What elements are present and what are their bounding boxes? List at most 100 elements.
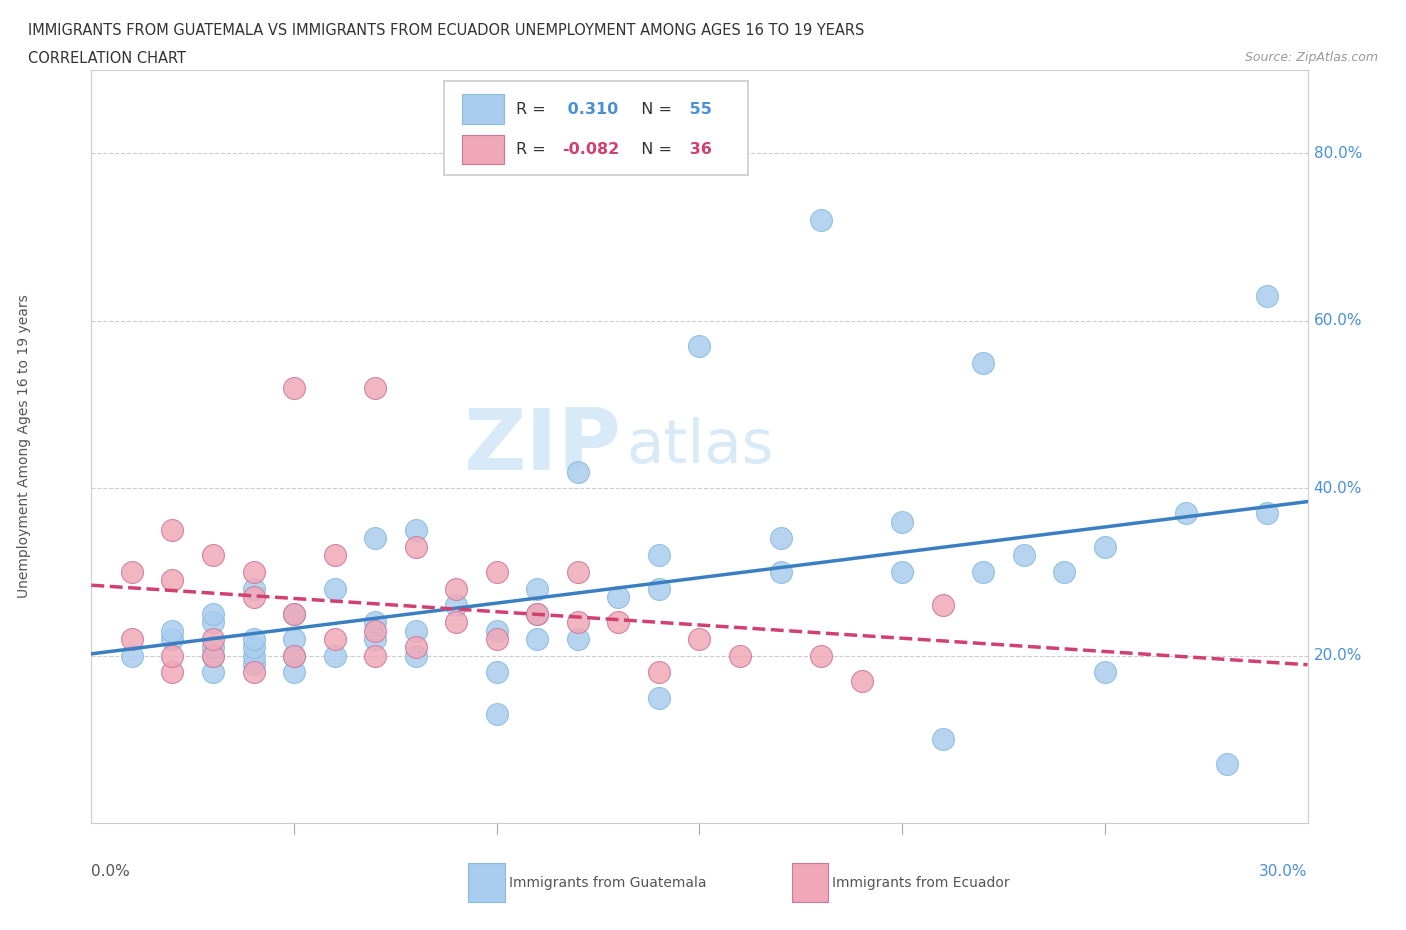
Point [728, 648, 751, 663]
Point [364, 631, 387, 646]
FancyBboxPatch shape [463, 94, 503, 124]
Point [242, 665, 264, 680]
Point [810, 213, 832, 228]
Point [242, 640, 264, 655]
Text: R =: R = [516, 142, 546, 157]
Point [202, 665, 225, 680]
Point [405, 523, 427, 538]
Point [810, 648, 832, 663]
Point [526, 631, 548, 646]
Point [283, 648, 305, 663]
Point [405, 539, 427, 554]
Point [972, 565, 994, 579]
Point [1053, 565, 1076, 579]
Point [202, 648, 225, 663]
Point [688, 339, 710, 353]
Point [202, 640, 225, 655]
Point [485, 707, 508, 722]
Point [202, 631, 225, 646]
FancyBboxPatch shape [444, 81, 748, 175]
Point [567, 631, 589, 646]
Point [242, 565, 264, 579]
Point [162, 648, 184, 663]
Point [283, 631, 305, 646]
Point [444, 615, 467, 630]
Point [162, 523, 184, 538]
Point [648, 690, 671, 705]
Text: 20.0%: 20.0% [1313, 648, 1362, 663]
Point [526, 581, 548, 596]
Point [1256, 506, 1278, 521]
Point [891, 514, 914, 529]
Point [648, 665, 671, 680]
Point [242, 657, 264, 671]
Text: 0.310: 0.310 [562, 101, 619, 116]
Point [242, 648, 264, 663]
Point [162, 631, 184, 646]
Point [688, 631, 710, 646]
Point [242, 590, 264, 604]
Point [648, 548, 671, 563]
Point [162, 573, 184, 588]
Point [567, 464, 589, 479]
Point [202, 606, 225, 621]
Text: atlas: atlas [627, 417, 775, 476]
Point [242, 581, 264, 596]
Text: 40.0%: 40.0% [1313, 481, 1362, 496]
Point [162, 623, 184, 638]
Point [1094, 539, 1116, 554]
Point [202, 615, 225, 630]
Point [1215, 757, 1237, 772]
Point [444, 598, 467, 613]
Point [405, 623, 427, 638]
Point [405, 640, 427, 655]
Point [1256, 288, 1278, 303]
Text: IMMIGRANTS FROM GUATEMALA VS IMMIGRANTS FROM ECUADOR UNEMPLOYMENT AMONG AGES 16 : IMMIGRANTS FROM GUATEMALA VS IMMIGRANTS … [28, 23, 865, 38]
Point [364, 531, 387, 546]
Point [283, 648, 305, 663]
Point [323, 631, 346, 646]
Point [972, 355, 994, 370]
Text: 55: 55 [683, 101, 711, 116]
Point [526, 606, 548, 621]
Point [202, 548, 225, 563]
Point [1175, 506, 1198, 521]
Point [607, 615, 630, 630]
Point [607, 590, 630, 604]
Point [769, 531, 792, 546]
Point [323, 548, 346, 563]
Text: 60.0%: 60.0% [1313, 313, 1362, 328]
Point [242, 631, 264, 646]
Text: 0.0%: 0.0% [91, 865, 131, 880]
Point [851, 673, 873, 688]
Text: R =: R = [516, 101, 546, 116]
Point [283, 380, 305, 395]
Point [485, 631, 508, 646]
Point [364, 648, 387, 663]
Point [485, 623, 508, 638]
Text: 80.0%: 80.0% [1313, 146, 1362, 161]
Text: N =: N = [631, 142, 672, 157]
Point [769, 565, 792, 579]
Point [891, 565, 914, 579]
Point [283, 606, 305, 621]
Point [121, 565, 143, 579]
Point [567, 565, 589, 579]
Point [283, 665, 305, 680]
Point [405, 648, 427, 663]
Text: Source: ZipAtlas.com: Source: ZipAtlas.com [1244, 51, 1378, 64]
Point [931, 598, 953, 613]
Point [283, 606, 305, 621]
Text: 30.0%: 30.0% [1260, 865, 1308, 880]
Point [364, 615, 387, 630]
Point [121, 648, 143, 663]
Point [526, 606, 548, 621]
Point [485, 665, 508, 680]
Point [485, 565, 508, 579]
Text: 36: 36 [683, 142, 711, 157]
Text: Unemployment Among Ages 16 to 19 years: Unemployment Among Ages 16 to 19 years [17, 295, 31, 598]
Point [1012, 548, 1035, 563]
Point [567, 615, 589, 630]
FancyBboxPatch shape [463, 135, 503, 165]
Point [444, 581, 467, 596]
